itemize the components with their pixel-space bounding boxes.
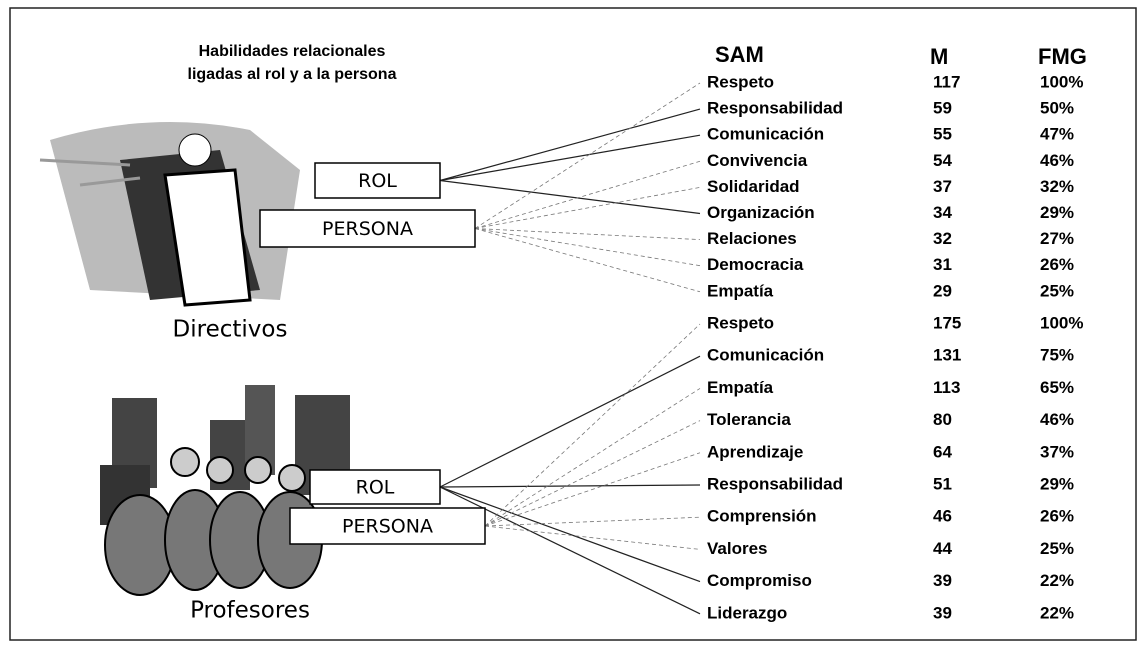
persona-link	[484, 452, 701, 527]
rol-link	[439, 179, 701, 215]
header-m: M	[930, 44, 948, 69]
row-sam: Organización	[707, 203, 815, 222]
directivos-illustration	[39, 122, 300, 307]
rol-link	[439, 134, 701, 182]
persona-link	[474, 82, 701, 229]
persona-link	[474, 187, 701, 229]
rol-label: ROL	[358, 170, 397, 192]
persona-link	[484, 388, 701, 527]
row-m: 44	[933, 539, 952, 558]
row-fmg: 22%	[1040, 603, 1074, 622]
title-line: Habilidades relacionales	[199, 43, 386, 60]
row-sam: Respeto	[707, 72, 774, 91]
rol-box	[309, 469, 441, 505]
title-line: ligadas al rol y a la persona	[188, 66, 397, 83]
rol-box	[314, 162, 441, 199]
row-m: 51	[933, 474, 952, 493]
row-sam: Relaciones	[707, 229, 797, 248]
row-m: 55	[933, 125, 952, 144]
persona-label: PERSONA	[322, 218, 413, 240]
row-fmg: 25%	[1040, 281, 1074, 300]
row-sam: Solidaridad	[707, 177, 800, 196]
rol-link	[439, 484, 701, 488]
profesores-illustration	[100, 385, 350, 596]
row-fmg: 100%	[1040, 313, 1083, 332]
persona-box	[289, 507, 486, 545]
row-fmg: 27%	[1040, 229, 1074, 248]
row-sam: Tolerancia	[707, 410, 791, 429]
row-m: 39	[933, 603, 952, 622]
persona-label: PERSONA	[342, 516, 433, 538]
row-sam: Comunicación	[707, 125, 824, 144]
row-fmg: 100%	[1040, 72, 1083, 91]
row-m: 31	[933, 255, 952, 274]
persona-box	[259, 209, 476, 248]
row-m: 175	[933, 313, 961, 332]
row-fmg: 26%	[1040, 255, 1074, 274]
row-sam: Empatía	[707, 281, 774, 300]
row-m: 117	[933, 72, 960, 91]
row-m: 64	[933, 442, 952, 461]
row-m: 29	[933, 281, 952, 300]
row-m: 131	[933, 346, 961, 365]
persona-link	[484, 525, 701, 550]
row-m: 54	[933, 151, 952, 170]
group-name: Profesores	[190, 598, 310, 624]
persona-link	[474, 228, 701, 293]
row-sam: Liderazgo	[707, 603, 787, 622]
row-sam: Compromiso	[707, 571, 812, 590]
row-fmg: 29%	[1040, 474, 1074, 493]
row-sam: Empatía	[707, 378, 774, 397]
row-fmg: 32%	[1040, 177, 1074, 196]
row-fmg: 65%	[1040, 378, 1074, 397]
header-fmg: FMG	[1038, 44, 1087, 69]
row-m: 80	[933, 410, 952, 429]
row-sam: Respeto	[707, 313, 774, 332]
persona-link	[484, 420, 701, 527]
row-fmg: 37%	[1040, 442, 1074, 461]
persona-link	[474, 228, 701, 267]
row-fmg: 50%	[1040, 99, 1074, 118]
row-sam: Responsabilidad	[707, 99, 843, 118]
header-sam: SAM	[715, 42, 764, 67]
row-sam: Convivencia	[707, 151, 808, 170]
group-name: Directivos	[173, 317, 288, 343]
row-sam: Comprensión	[707, 507, 817, 526]
rol-link	[439, 486, 701, 583]
row-m: 37	[933, 177, 952, 196]
row-fmg: 22%	[1040, 571, 1074, 590]
row-m: 46	[933, 507, 952, 526]
row-fmg: 47%	[1040, 125, 1074, 144]
rol-link	[439, 355, 701, 488]
row-sam: Responsabilidad	[707, 474, 843, 493]
row-m: 34	[933, 203, 952, 222]
persona-link	[484, 323, 701, 527]
row-sam: Valores	[707, 539, 768, 558]
row-fmg: 29%	[1040, 203, 1074, 222]
row-sam: Aprendizaje	[707, 442, 803, 461]
row-sam: Democracia	[707, 255, 804, 274]
row-sam: Comunicación	[707, 346, 824, 365]
row-m: 32	[933, 229, 952, 248]
rol-link	[439, 108, 701, 182]
row-fmg: 25%	[1040, 539, 1074, 558]
groups: PERSONA ROL Directivos Respeto 117 100% Respon…	[173, 72, 1084, 623]
rol-label: ROL	[356, 477, 395, 499]
row-fmg: 46%	[1040, 151, 1074, 170]
row-fmg: 75%	[1040, 346, 1074, 365]
row-fmg: 46%	[1040, 410, 1074, 429]
persona-link	[474, 228, 701, 240]
row-fmg: 26%	[1040, 507, 1074, 526]
row-m: 113	[933, 378, 960, 397]
row-m: 39	[933, 571, 952, 590]
persona-link	[484, 516, 701, 527]
row-m: 59	[933, 99, 952, 118]
